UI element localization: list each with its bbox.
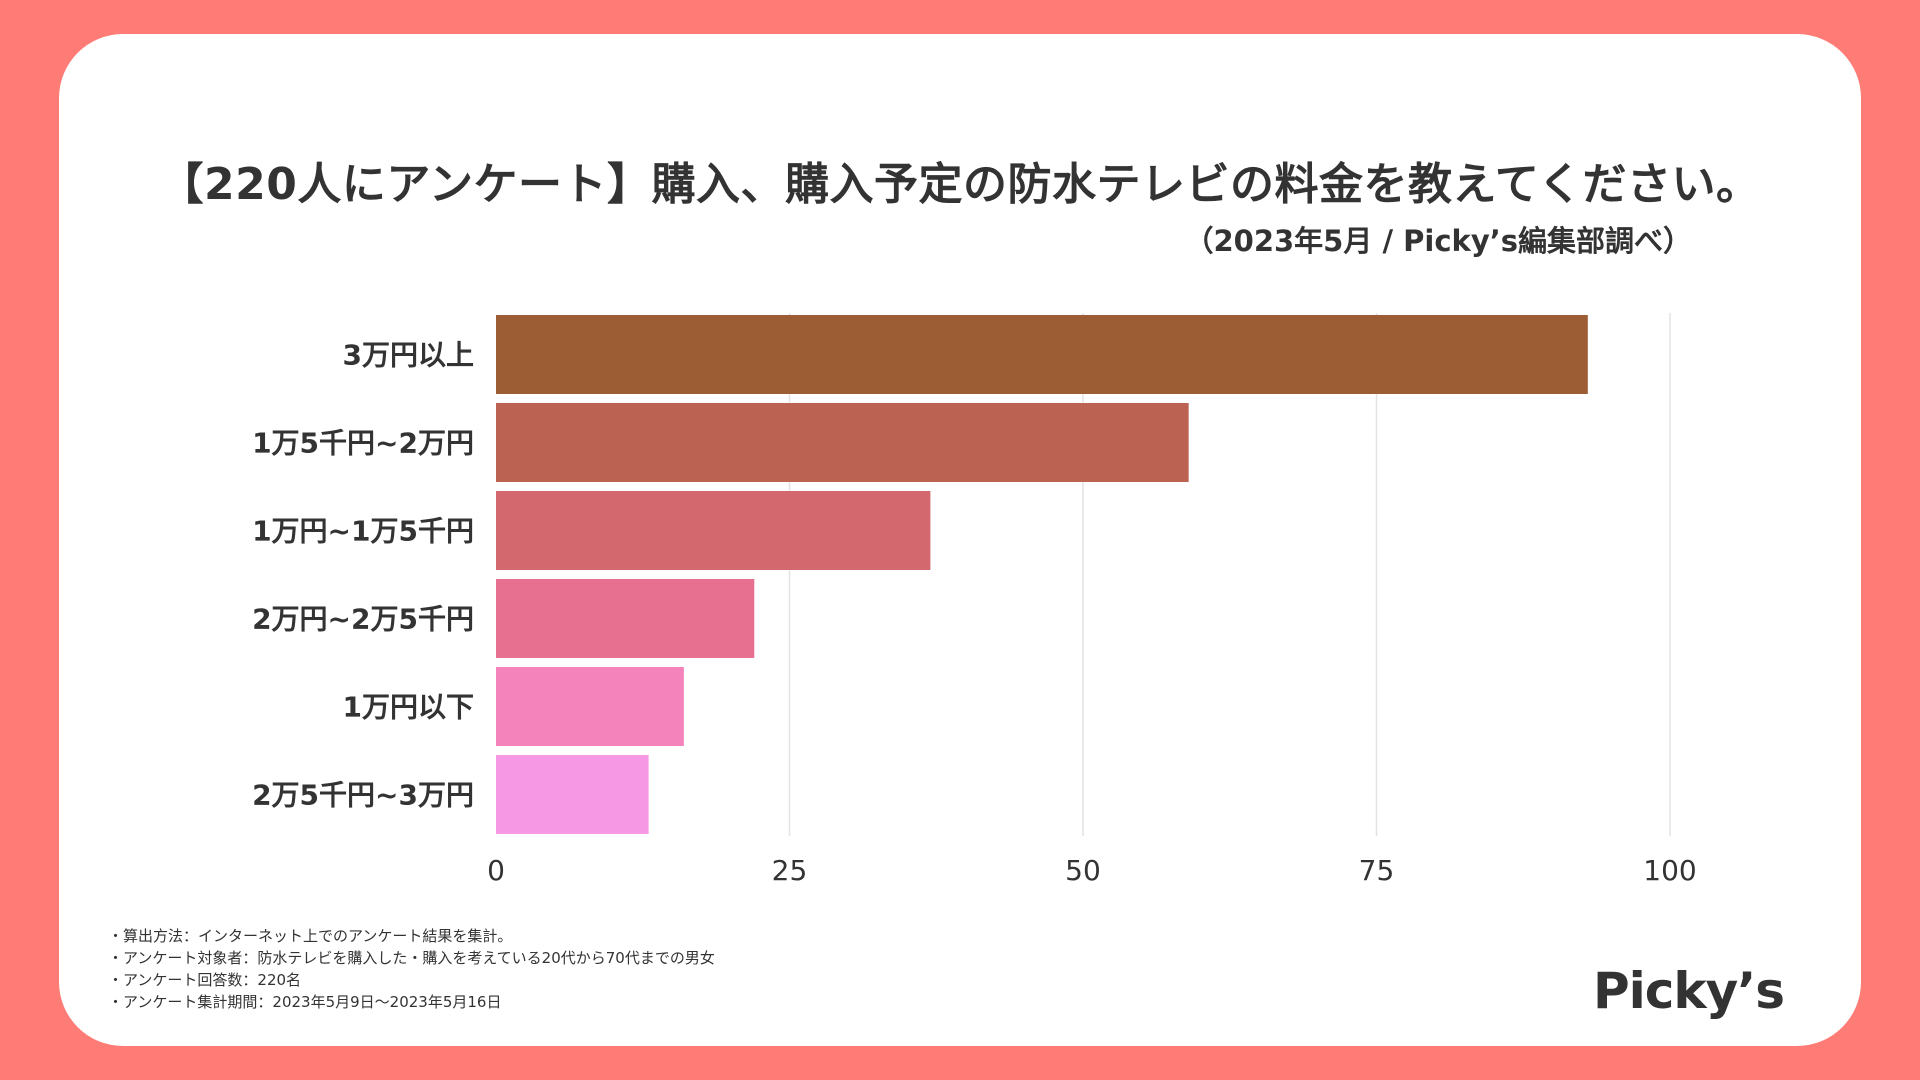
bar-0 <box>496 315 1588 394</box>
category-label-0: 3万円以上 <box>343 339 474 372</box>
x-tick-label-0: 0 <box>487 854 505 887</box>
note-target: ・アンケート対象者：防水テレビを購入した・購入を考えている20代から70代までの… <box>108 949 715 967</box>
survey-notes: ・算出方法：インターネット上でのアンケート結果を集計。 ・アンケート対象者：防水… <box>108 925 715 1013</box>
bar-1 <box>496 403 1189 482</box>
tick-label-layer: 0 25 50 75 100 <box>487 854 1697 887</box>
category-label-5: 2万5千円~3万円 <box>252 779 474 812</box>
chart-card <box>59 34 1861 1046</box>
category-label-1: 1万5千円~2万円 <box>252 427 474 460</box>
bar-3 <box>496 579 755 658</box>
note-period: ・アンケート集計期間：2023年5月9日〜2023年5月16日 <box>108 993 502 1011</box>
category-label-2: 1万円~1万5千円 <box>252 515 474 548</box>
bar-layer <box>496 315 1588 834</box>
category-label-layer: 3万円以上 1万5千円~2万円 1万円~1万5千円 2万円~2万5千円 1万円以下 2万5… <box>252 339 474 812</box>
x-tick-label-4: 100 <box>1643 854 1696 887</box>
chart-title: 【220人にアンケート】購入、購入予定の防水テレビの料金を教えてください。 <box>159 159 1761 210</box>
pickys-logo: Picky’s <box>1592 962 1785 1020</box>
x-tick-label-3: 75 <box>1359 854 1395 887</box>
x-tick-label-2: 50 <box>1065 854 1101 887</box>
grid-layer <box>788 313 1671 836</box>
category-label-3: 2万円~2万5千円 <box>252 603 474 636</box>
x-tick-label-1: 25 <box>772 854 808 887</box>
chart-subtitle: （2023年5月 / Picky’s編集部調べ） <box>1184 224 1692 258</box>
category-label-4: 1万円以下 <box>343 691 474 724</box>
bar-2 <box>496 491 931 570</box>
bar-4 <box>496 667 684 746</box>
bar-5 <box>496 755 649 834</box>
note-respondents: ・アンケート回答数：220名 <box>108 971 302 989</box>
note-method: ・算出方法：インターネット上でのアンケート結果を集計。 <box>108 927 513 945</box>
